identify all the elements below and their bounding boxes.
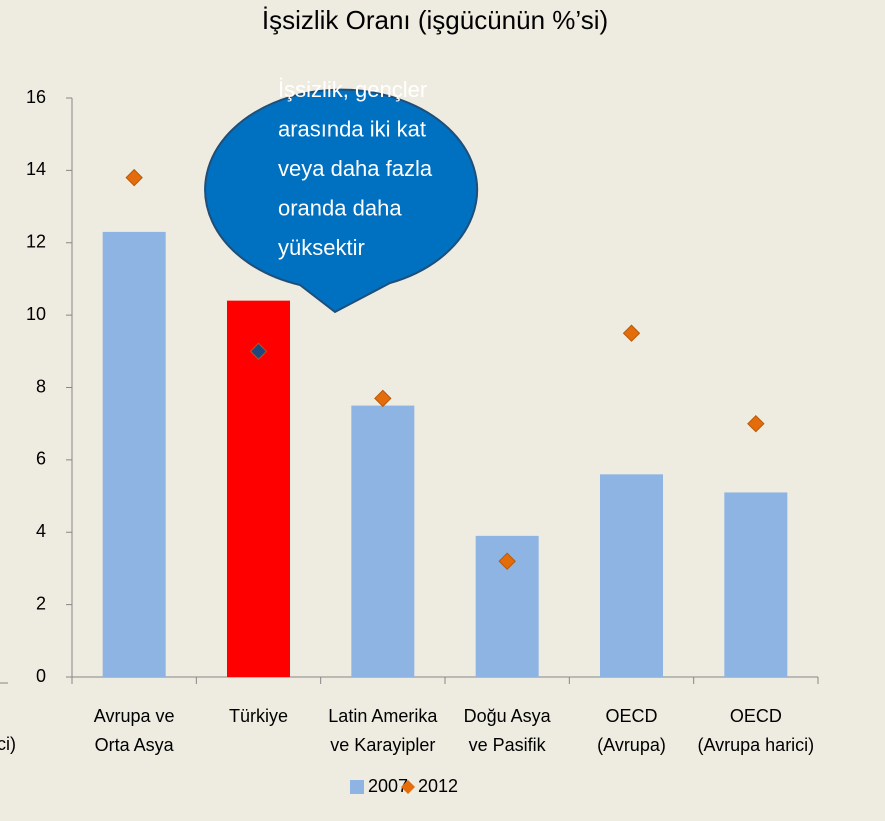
clipped-label: ci) <box>0 734 16 754</box>
x-tick-label: (Avrupa) <box>597 735 666 755</box>
y-tick-label: 10 <box>26 304 46 324</box>
x-tick-label: Türkiye <box>229 706 288 726</box>
y-tick-label: 6 <box>36 449 46 469</box>
bar <box>227 300 290 677</box>
x-tick-label: Latin Amerika <box>328 706 438 726</box>
marker <box>622 324 641 342</box>
legend-swatch <box>350 780 364 794</box>
y-tick-label: 14 <box>26 159 46 179</box>
y-tick-label: 2 <box>36 593 46 613</box>
x-tick-label: ve Karayipler <box>330 735 435 755</box>
x-tick-label: ve Pasifik <box>469 735 547 755</box>
marker <box>374 389 392 408</box>
x-tick-label: OECD <box>730 706 782 726</box>
bar <box>102 231 166 678</box>
bar <box>600 474 663 677</box>
bar <box>724 492 788 677</box>
y-tick-label: 0 <box>36 666 46 686</box>
callout-text: İşsizlik, gençler <box>278 77 427 102</box>
legend-swatch <box>401 780 415 794</box>
marker <box>125 168 143 187</box>
marker <box>747 414 765 433</box>
x-tick-label: Doğu Asya <box>464 706 552 726</box>
callout-text: arasında iki kat <box>278 116 426 141</box>
x-tick-label: Avrupa ve <box>94 706 175 726</box>
callout-text: oranda daha <box>278 195 402 220</box>
callout-bubble <box>204 88 479 314</box>
marker <box>498 552 516 570</box>
y-tick-label: 16 <box>26 87 46 107</box>
x-tick-label: Orta Asya <box>95 735 175 755</box>
callout-text: yüksektir <box>278 235 365 260</box>
y-tick-label: 8 <box>36 376 46 396</box>
x-tick-label: (Avrupa harici) <box>697 735 814 755</box>
y-tick-label: 4 <box>36 521 46 541</box>
bar <box>351 405 415 677</box>
marker <box>249 342 268 361</box>
y-tick-label: 12 <box>26 232 46 252</box>
chart-title: İşsizlik Oranı (işgücünün %’si) <box>262 5 608 35</box>
legend-label: 2012 <box>418 776 458 796</box>
callout-text: veya daha fazla <box>278 156 433 181</box>
x-tick-label: OECD <box>605 706 657 726</box>
legend-label: 2007 <box>368 776 408 796</box>
